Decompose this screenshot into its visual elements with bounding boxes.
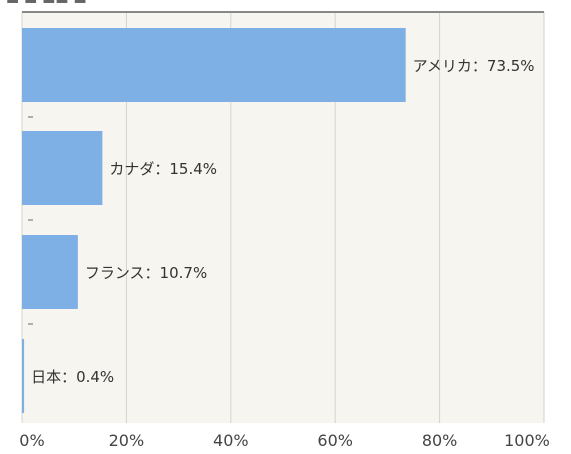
bar-2 (22, 131, 103, 205)
plot-area: アメリカ：73.5% カナダ：15.4% フランス：10.7% 日本：0.4% 0% 20… (19, 11, 550, 450)
x-tick-label: 40% (213, 431, 249, 450)
bar-1 (22, 28, 406, 102)
x-tick-label: 100% (504, 431, 550, 450)
bar-3 (22, 235, 78, 309)
bar-label-3: フランス：10.7% (85, 264, 207, 282)
bar-label-4: 日本：0.4% (31, 368, 114, 386)
bar-4 (22, 339, 25, 413)
bar-label-1: アメリカ：73.5% (413, 57, 535, 75)
x-tick-label: 0% (19, 431, 44, 450)
x-tick-label: 20% (109, 431, 145, 450)
x-tick-label: 60% (317, 431, 353, 450)
bar-label-2: カナダ：15.4% (109, 160, 217, 178)
clipped-title-fragment: ▬ ▬ ▬▬ ▬ (6, 0, 87, 8)
x-tick-label: 80% (422, 431, 458, 450)
